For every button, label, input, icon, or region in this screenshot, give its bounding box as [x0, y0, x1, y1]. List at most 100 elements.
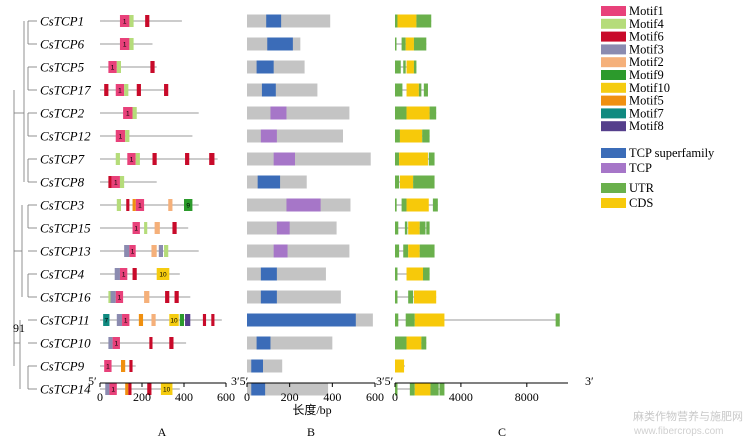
utr-segment: [395, 106, 407, 120]
utr-segment: [408, 290, 414, 304]
motif-4-box: [164, 245, 169, 257]
cds-segment: [406, 106, 430, 120]
utr-segment: [395, 382, 398, 396]
gene-name: CsTCP2: [40, 106, 85, 121]
axis-tick-label: 200: [281, 390, 299, 404]
gene-name: CsTCP9: [40, 359, 85, 374]
motif-number: 1: [118, 87, 122, 94]
utr-segment: [395, 175, 400, 189]
motif-number: 1: [111, 64, 115, 71]
motif-1-box: [119, 38, 130, 50]
motif-10-box: [156, 268, 170, 280]
axes: 0 200 400 600 0 200 400 600 0 4000 8000: [97, 382, 568, 404]
motif-number: 1: [114, 179, 118, 186]
cds-segment: [405, 37, 414, 51]
phylogenetic-tree: [13, 20, 37, 390]
motif-6-box: [128, 383, 132, 395]
motif-1-box: [123, 107, 133, 119]
gene-name: CsTCP12: [40, 129, 91, 144]
motif-6-box: [132, 268, 137, 280]
legend-swatch: [601, 18, 626, 29]
motif-number: 7: [104, 317, 108, 324]
protein-bar: [247, 152, 371, 166]
cds-segment: [397, 14, 417, 28]
motif-8-box: [185, 314, 191, 326]
domain-box: [273, 152, 295, 166]
motif-4-box: [144, 222, 148, 234]
motif-6-box: [104, 84, 109, 96]
motif-2-box: [144, 291, 150, 303]
legend-swatch: [601, 6, 626, 16]
motif-1-box: [119, 268, 128, 280]
axis-tick-label: 4000: [449, 390, 473, 404]
gene-name: CsTCP11: [40, 313, 90, 328]
axis-tick-label: 0: [97, 390, 103, 404]
motif-number: 1: [119, 133, 123, 140]
protein-bar: [247, 244, 350, 258]
axis-tick-label: 600: [217, 390, 235, 404]
utr-segment: [395, 152, 400, 166]
cds-segment: [414, 382, 431, 396]
cds-segment: [399, 129, 423, 143]
gene-name: CsTCP13: [40, 244, 91, 259]
utr-segment: [401, 198, 407, 212]
utr-segment: [409, 382, 415, 396]
utr-segment: [429, 106, 437, 120]
motif-6-box: [164, 84, 169, 96]
motif-1-box: [104, 360, 112, 372]
motif-5-box: [138, 314, 144, 326]
utr-segment: [413, 60, 417, 74]
domain-box: [260, 267, 277, 281]
legend-label: Motif3: [629, 42, 664, 56]
domain-box: [286, 198, 321, 212]
domain-box: [256, 60, 274, 74]
bootstrap-value: 91: [13, 321, 25, 335]
axis-tick-label: 400: [323, 390, 341, 404]
domain-box: [247, 313, 356, 327]
cds-segment: [406, 336, 422, 350]
panel-c-gene-structure: [395, 14, 560, 396]
legend-swatch: [601, 121, 626, 132]
legend: Motif1Motif4Motif6Motif3Motif2Motif9Moti…: [601, 4, 715, 210]
motif-6-box: [147, 383, 152, 395]
utr-segment: [439, 382, 445, 396]
protein-bar: [247, 382, 329, 396]
protein-bar: [247, 221, 337, 235]
prime-5-label: 5′: [88, 374, 97, 388]
cds-segment: [399, 175, 414, 189]
motif-number: 1: [123, 18, 127, 25]
utr-segment: [401, 37, 406, 51]
utr-segment: [395, 129, 400, 143]
motif-1-box: [132, 222, 140, 234]
utr-segment: [555, 313, 560, 327]
legend-swatch: [601, 44, 626, 55]
panel-label-b: B: [307, 425, 315, 439]
motif-5-box: [125, 383, 129, 395]
motif-9-box: [184, 199, 193, 211]
legend-label: TCP: [629, 161, 652, 175]
motif-6-box: [152, 153, 157, 165]
motif-number: 1: [106, 363, 110, 370]
domain-box: [276, 221, 290, 235]
cds-segment: [406, 60, 414, 74]
utr-segment: [430, 382, 439, 396]
motif-number: 1: [124, 317, 128, 324]
motif-4-box: [119, 176, 125, 188]
axis-tick-label: 600: [366, 390, 384, 404]
motif-1-box: [112, 337, 120, 349]
cds-segment: [406, 267, 424, 281]
legend-swatch: [601, 198, 626, 208]
motif-1-box: [111, 176, 120, 188]
motif-4-box: [129, 38, 134, 50]
protein-bar: [247, 60, 305, 74]
motif-6-box: [150, 61, 155, 73]
x-axis-label: 长度/bp: [292, 402, 331, 417]
gene-name: CsTCP8: [40, 175, 85, 190]
motif-6-box: [172, 222, 177, 234]
legend-label: Motif9: [629, 68, 664, 82]
motif-number: 1: [123, 41, 127, 48]
legend-swatch: [601, 95, 626, 106]
panel-b-domains: [247, 14, 373, 396]
watermark-text: 麻类作物营养与施肥网: [633, 409, 743, 423]
protein-bar: [247, 83, 318, 97]
